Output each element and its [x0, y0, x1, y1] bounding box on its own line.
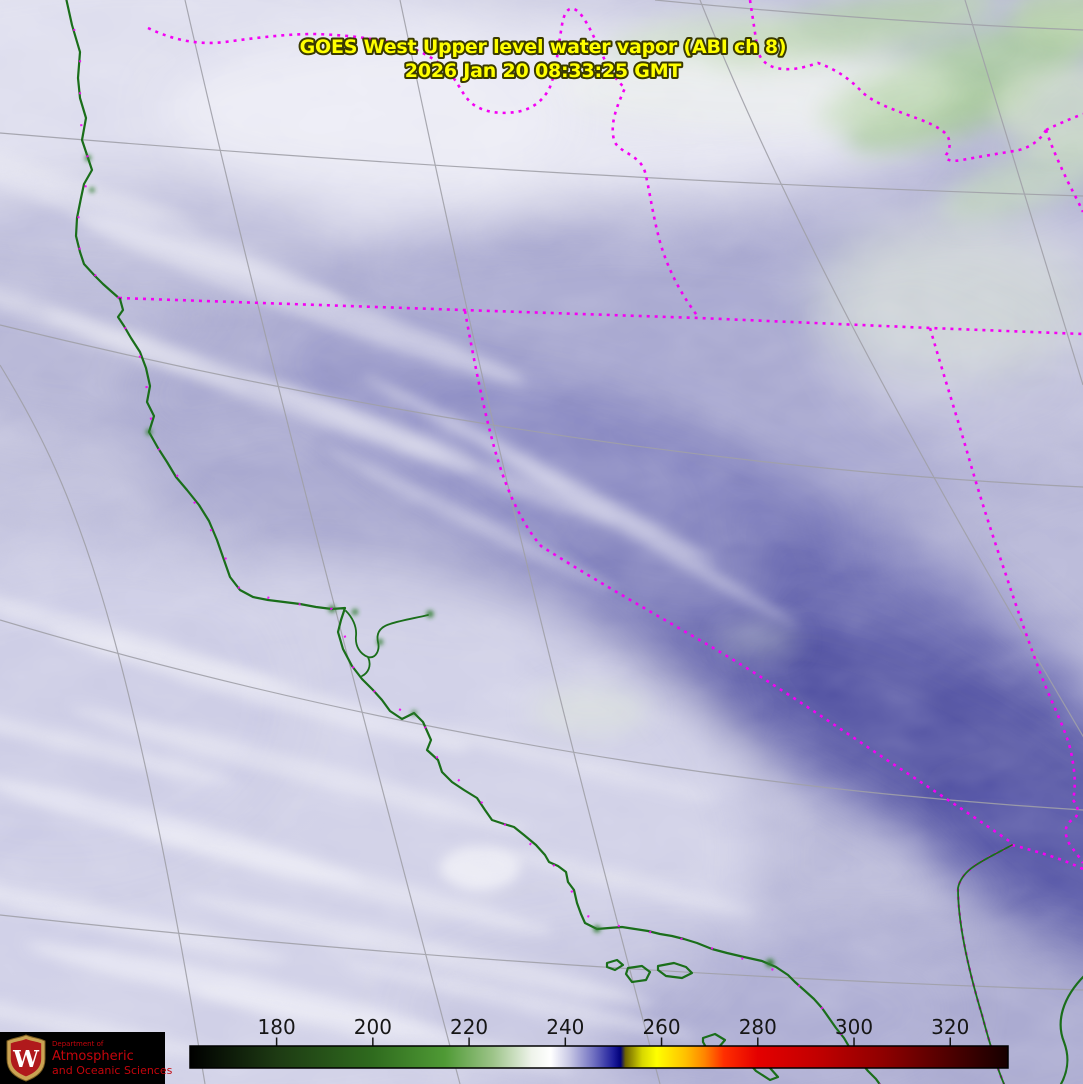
- colorbar-tick-label: 200: [354, 1015, 392, 1039]
- colorbar-tick-labels: 180 200 220 240 260 280 300 320: [258, 1015, 970, 1039]
- coast-california: [65, 0, 881, 1084]
- island-santa-cruz: [656, 961, 694, 980]
- colorbar-tick-label: 220: [450, 1015, 488, 1039]
- logo-dept-line: Department of: [52, 1040, 104, 1048]
- title-line-2: 2026 Jan 20 08:33:25 GMT: [405, 60, 682, 82]
- island-san-miguel: [605, 958, 625, 972]
- logo-name-line2: and Oceanic Sciences: [52, 1064, 173, 1077]
- border-snake-river: [748, 0, 1048, 163]
- border-ca-nv: [463, 310, 1013, 845]
- dept-logo: W Department of Atmospheric and Oceanic …: [0, 1032, 173, 1084]
- image-title: GOES West Upper level water vapor (ABI c…: [298, 34, 789, 84]
- border-branch-south: [1044, 129, 1083, 213]
- colorbar-tick-label: 180: [258, 1015, 296, 1039]
- colorbar-tick-label: 240: [546, 1015, 584, 1039]
- colorbar-tick-label: 320: [931, 1015, 969, 1039]
- colorbar-tick-label: 280: [739, 1015, 777, 1039]
- coastal-land-patches: [85, 155, 774, 967]
- colorbar: 180 200 220 240 260 280 300 320: [189, 1015, 1009, 1069]
- title-line-1: GOES West Upper level water vapor (ABI c…: [300, 36, 787, 58]
- colorbar-tick-label: 300: [835, 1015, 873, 1039]
- crest-letter: W: [12, 1046, 40, 1073]
- border-to-corner: [1011, 843, 1083, 871]
- coastal-boundary-dashes: [65, 0, 881, 1084]
- coast-sf-bay: [345, 610, 429, 677]
- state-borders: [118, 0, 1083, 1084]
- coast-gulf-california: [1059, 975, 1083, 1084]
- logo-name-line1: Atmospheric: [52, 1049, 134, 1064]
- colorbar-gradient: [189, 1045, 1009, 1069]
- island-santa-rosa: [624, 964, 652, 984]
- colorbar-tick-label: 260: [642, 1015, 680, 1039]
- uw-crest-icon: W: [6, 1034, 46, 1082]
- colorbar-ticks: [275, 1037, 952, 1046]
